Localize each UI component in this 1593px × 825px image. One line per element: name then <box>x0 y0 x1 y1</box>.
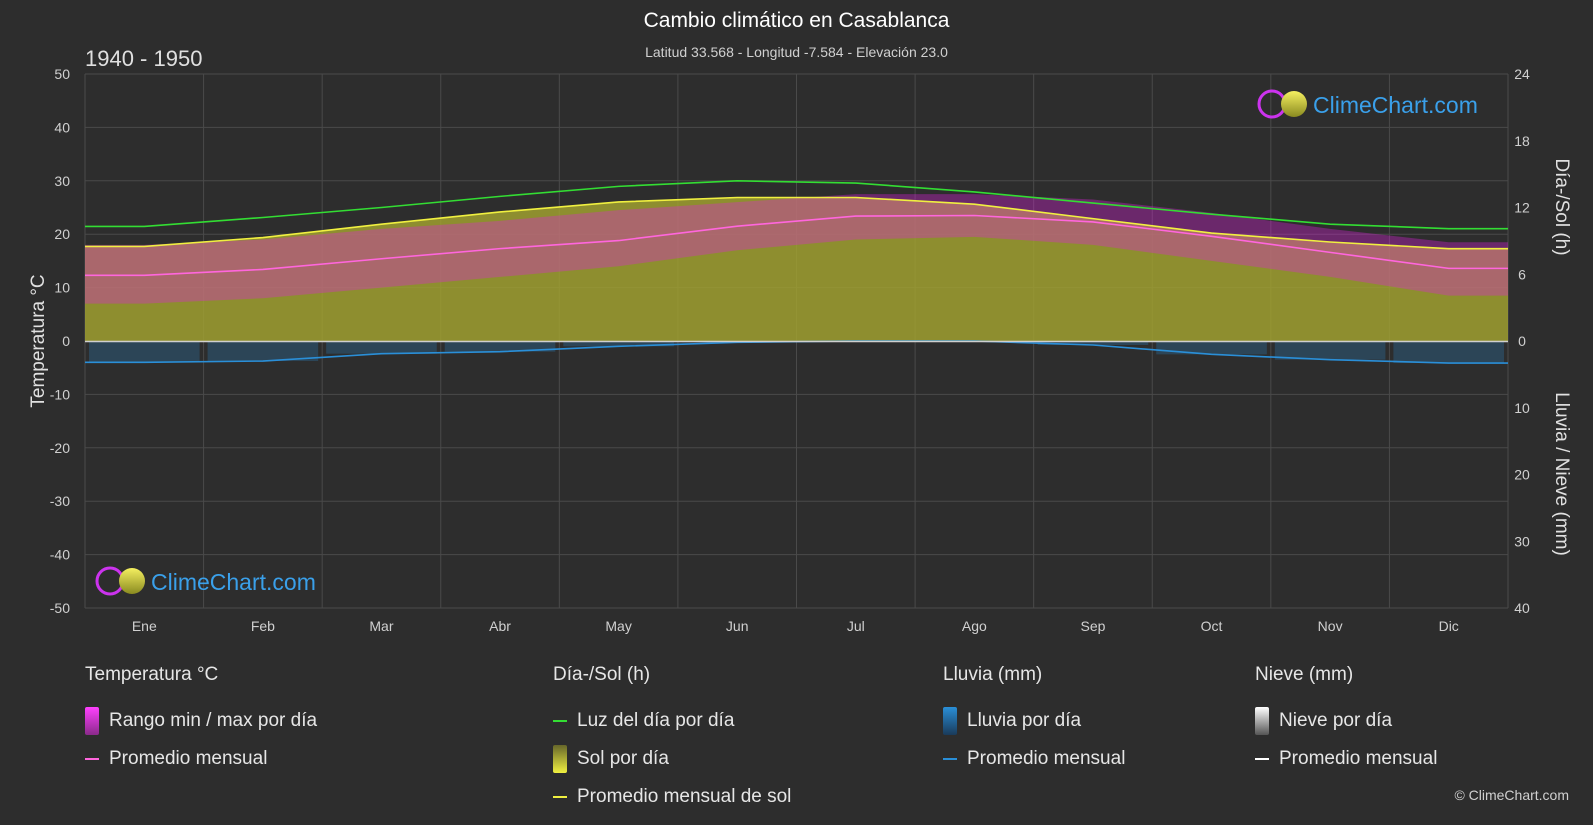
rain-bar <box>563 341 674 347</box>
legend-temp-range: Rango min / max por día <box>85 702 317 740</box>
x-tick-label: Sep <box>1080 618 1105 634</box>
snow-swatch <box>1255 707 1269 735</box>
x-tick-label: Dic <box>1439 618 1459 634</box>
left-tick-label: 0 <box>62 333 70 349</box>
right-axis-ticks: 24 18 12 6 0 10 20 30 40 <box>1514 66 1530 616</box>
watermark-text-bottom: ClimeChart.com <box>151 569 316 595</box>
rain-bar <box>444 341 556 352</box>
rain-bar <box>1274 341 1386 360</box>
daylight-line <box>85 179 1508 230</box>
legend-daylight: Luz del día por día <box>553 702 791 740</box>
watermark-logo-top: ClimeChart.com <box>1257 89 1478 119</box>
left-tick-label: 50 <box>54 66 70 82</box>
logo-sun-icon <box>119 568 145 594</box>
left-tick-label: 30 <box>54 173 70 189</box>
x-tick-label: Abr <box>489 618 511 634</box>
hours-tick-label: 12 <box>1514 200 1530 216</box>
x-tick-label: Oct <box>1201 618 1223 634</box>
sun-avg-line <box>85 196 1508 250</box>
chart-title: Cambio climático en Casablanca <box>643 9 950 32</box>
logo-sun-icon <box>1281 91 1307 117</box>
legend-snow-avg: Promedio mensual <box>1255 740 1437 778</box>
rain-tick-label: 30 <box>1514 533 1530 549</box>
x-tick-label: May <box>605 618 631 634</box>
copyright: © ClimeChart.com <box>1454 787 1569 803</box>
left-tick-label: -10 <box>50 386 70 402</box>
rain-swatch <box>943 707 957 735</box>
legend-snow-day: Nieve por día <box>1255 702 1437 740</box>
rain-tick-label: 20 <box>1514 467 1530 483</box>
hours-tick-label: 24 <box>1514 66 1530 82</box>
rain-bars <box>89 341 1504 364</box>
snow-avg-swatch <box>1255 758 1269 760</box>
left-tick-label: 10 <box>54 280 70 296</box>
legend-daysun: Día-/Sol (h) Luz del día por día Sol por… <box>553 664 791 816</box>
left-tick-label: -40 <box>50 547 70 563</box>
legend-temperature-heading: Temperatura °C <box>85 664 219 685</box>
left-tick-label: -50 <box>50 600 70 616</box>
legend-snow: Nieve (mm) Nieve por día Promedio mensua… <box>1255 664 1437 778</box>
sun-swatch <box>553 745 567 773</box>
left-axis-ticks: 50 40 30 20 10 0 -10 -20 -30 -40 -50 <box>50 66 70 616</box>
legend-temp-avg: Promedio mensual <box>85 740 317 778</box>
rain-bar <box>326 341 437 354</box>
temp-range-swatch <box>85 707 99 735</box>
rain-tick-label: 40 <box>1514 600 1530 616</box>
legend-rain-avg: Promedio mensual <box>943 740 1125 778</box>
hours-tick-label: 6 <box>1518 266 1526 282</box>
rain-tick-label: 10 <box>1514 400 1530 416</box>
chart-subtitle: Latitud 33.568 - Longitud -7.584 - Eleva… <box>645 44 948 60</box>
legend-rain-day: Lluvia por día <box>943 702 1125 740</box>
legend-sun: Sol por día <box>553 740 791 778</box>
period-label: 1940 - 1950 <box>85 46 203 71</box>
x-tick-label: Jun <box>726 618 749 634</box>
watermark-text-top: ClimeChart.com <box>1313 92 1478 118</box>
legend-rain: Lluvia (mm) Lluvia por día Promedio mens… <box>943 664 1125 778</box>
rain-bar <box>89 341 200 363</box>
hours-tick-label: 0 <box>1518 333 1526 349</box>
left-tick-label: -30 <box>50 493 70 509</box>
x-axis-ticks: Ene Feb Mar Abr May Jun Jul Ago Sep Oct Nov Dic <box>132 618 1459 634</box>
temperature-range-area <box>85 194 1508 304</box>
rain-avg-swatch <box>943 758 957 760</box>
left-tick-label: 40 <box>54 119 70 135</box>
hours-tick-label: 18 <box>1514 133 1530 149</box>
legend-temperature: Temperatura °C Rango min / max por día P… <box>85 664 317 778</box>
watermark-logo-bottom: ClimeChart.com <box>95 566 316 596</box>
legend-rain-heading: Lluvia (mm) <box>943 664 1043 685</box>
sun-area <box>85 197 1508 341</box>
temp-avg-swatch <box>85 758 99 760</box>
temp-range-band <box>85 194 1508 304</box>
rain-bar <box>1037 341 1149 346</box>
rain-bar <box>1393 341 1504 364</box>
legend-sun-avg: Promedio mensual de sol <box>553 778 791 816</box>
rain-bar <box>207 341 319 362</box>
daylight-swatch <box>553 720 567 722</box>
rain-bar <box>1156 341 1267 355</box>
x-tick-label: Ago <box>962 618 987 634</box>
left-tick-label: 20 <box>54 226 70 242</box>
right-axis-label-rain: Lluvia / Nieve (mm) <box>1551 392 1572 556</box>
x-tick-label: Ene <box>132 618 157 634</box>
legend-snow-heading: Nieve (mm) <box>1255 664 1354 685</box>
temp-avg-line <box>85 214 1508 277</box>
x-tick-label: Feb <box>251 618 275 634</box>
legend-daysun-heading: Día-/Sol (h) <box>553 664 651 685</box>
right-axis-label-hours: Día-/Sol (h) <box>1551 158 1572 255</box>
sun-avg-swatch <box>553 796 567 798</box>
x-tick-label: Nov <box>1318 618 1343 634</box>
x-tick-label: Mar <box>369 618 393 634</box>
x-tick-label: Jul <box>847 618 865 634</box>
left-axis-label: Temperatura °C <box>28 274 49 407</box>
sunshine-area <box>85 197 1508 341</box>
left-tick-label: -20 <box>50 440 70 456</box>
